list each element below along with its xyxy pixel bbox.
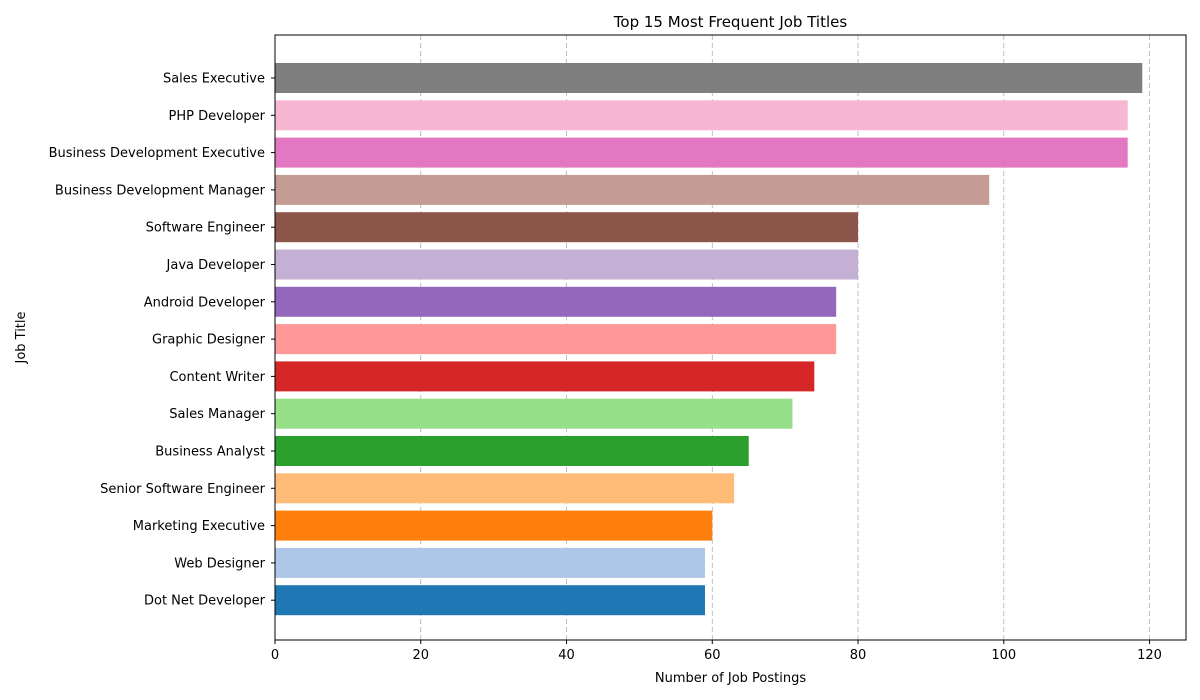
y-tick-label: Android Developer	[144, 295, 266, 310]
y-axis-title: Job Title	[14, 311, 29, 364]
bar	[275, 286, 837, 317]
bar	[275, 137, 1128, 168]
y-tick-label: Graphic Designer	[152, 333, 266, 348]
y-tick-label: Java Developer	[166, 258, 266, 273]
x-tick-label: 120	[1137, 648, 1162, 663]
plot-frame	[274, 34, 1187, 641]
x-tick-label: 40	[558, 648, 575, 663]
x-tick-label: 100	[991, 648, 1016, 663]
y-tick-label: Dot Net Developer	[144, 594, 266, 609]
y-tick-label: Business Analyst	[155, 445, 265, 460]
bar	[275, 585, 705, 616]
y-tick-label: Senior Software Engineer	[100, 482, 266, 497]
bar	[275, 249, 859, 280]
axes: Sales Executive PHP Developer Business Dev…	[49, 34, 1187, 663]
x-tick-label: 80	[850, 648, 867, 663]
bar	[275, 324, 837, 355]
bar	[275, 361, 815, 392]
bar	[275, 63, 1143, 93]
bar	[275, 510, 713, 541]
y-tick-label: Content Writer	[169, 370, 265, 385]
y-tick-label: Software Engineer	[146, 221, 266, 236]
bars	[275, 63, 1143, 616]
y-tick-label: PHP Developer	[169, 109, 266, 124]
bar	[275, 398, 793, 429]
x-tick-label: 20	[412, 648, 429, 663]
bar	[275, 100, 1128, 131]
bar	[275, 174, 990, 205]
x-tick-label: 0	[271, 648, 279, 663]
x-tick-label: 60	[704, 648, 721, 663]
y-tick-label: Sales Executive	[163, 72, 265, 87]
bar	[275, 212, 859, 243]
y-tick-label: Web Designer	[174, 556, 265, 571]
bar	[275, 547, 705, 578]
chart-title: Top 15 Most Frequent Job Titles	[613, 13, 848, 31]
bar	[275, 473, 735, 504]
x-axis-title: Number of Job Postings	[655, 671, 806, 686]
y-tick-label: Sales Manager	[169, 407, 265, 422]
y-tick-label: Marketing Executive	[133, 519, 265, 534]
y-tick-label: Business Development Executive	[49, 146, 265, 161]
bar	[275, 436, 749, 466]
y-tick-label: Business Development Manager	[55, 183, 266, 198]
